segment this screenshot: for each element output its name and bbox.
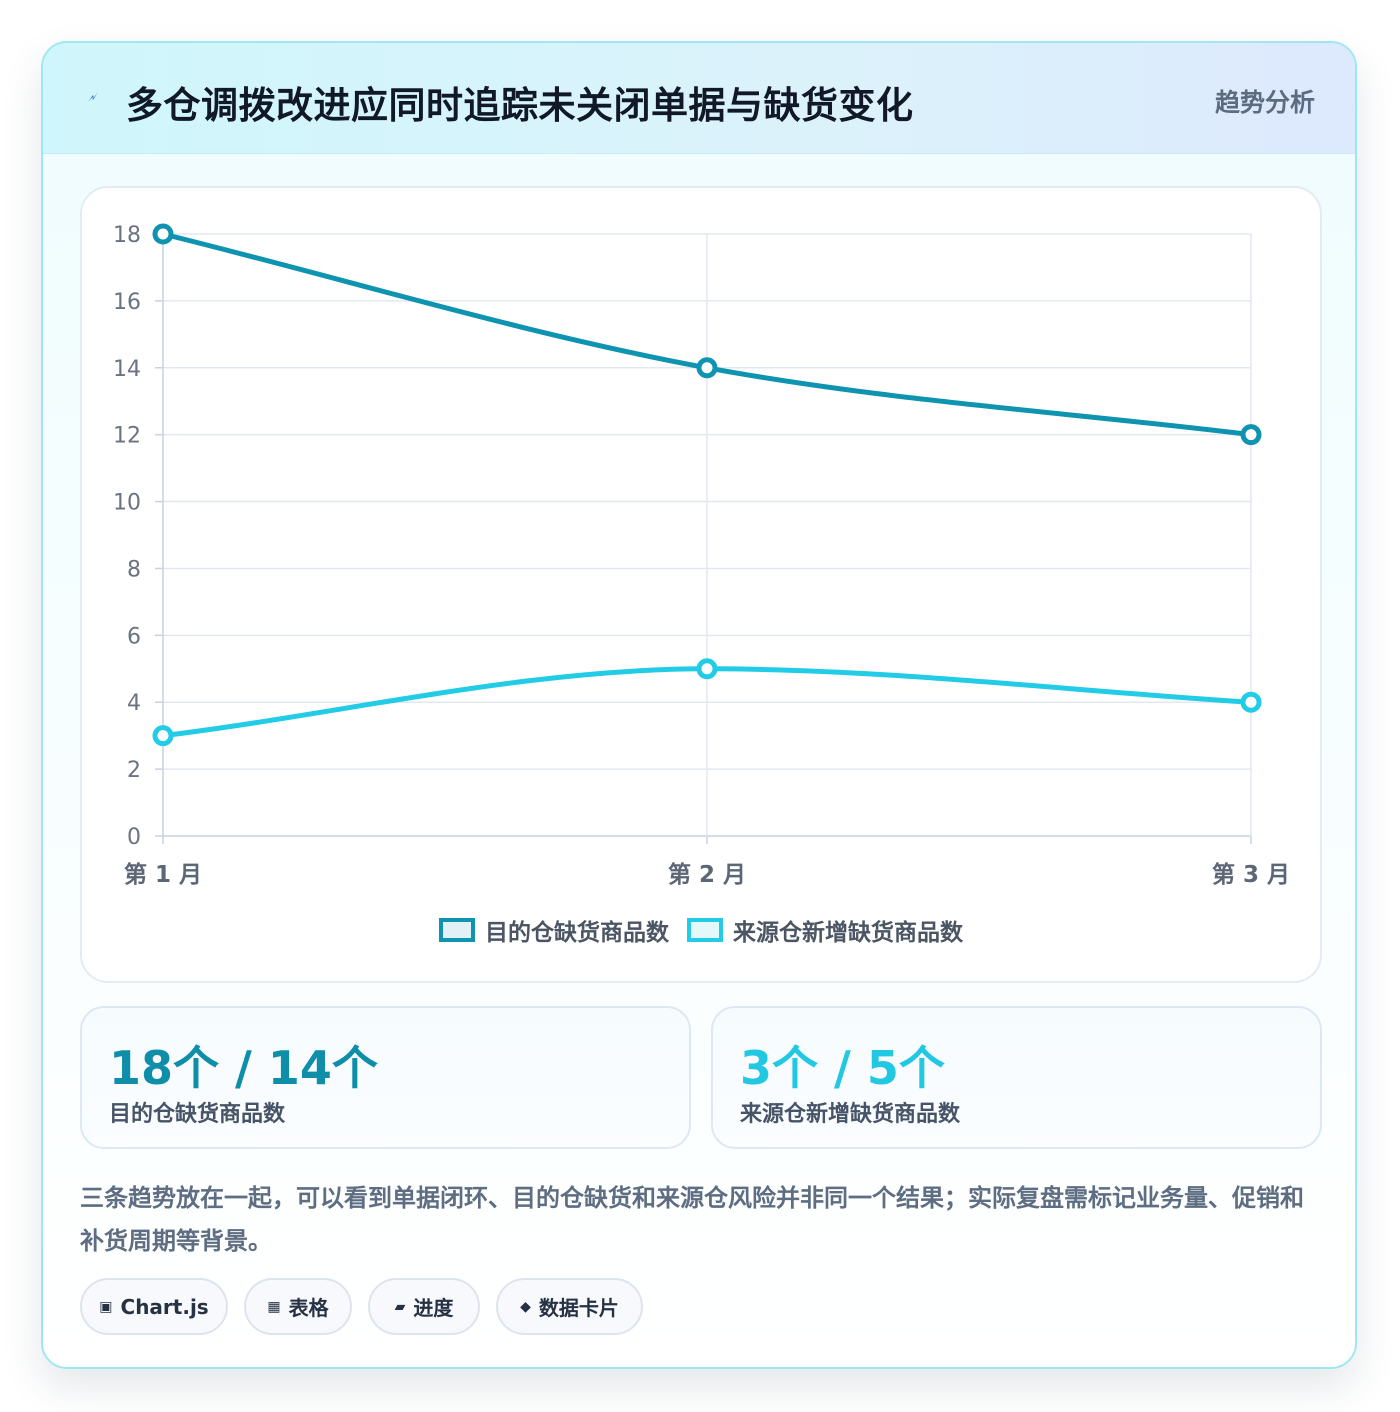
chart-legend: 目的仓缺货商品数 来源仓新增缺货商品数 (82, 910, 1320, 950)
trend-card: 多仓调拨改进应同时追踪未关闭单据与缺货变化 趋势分析 0 2 4 6 8 10 12 14 16… (41, 41, 1357, 1369)
legend-swatch-destination (439, 918, 475, 942)
y-tick-label: 8 (127, 557, 141, 582)
data-point (696, 658, 718, 680)
chart-panel: 0 2 4 6 8 10 12 14 16 18 第 1 月 第 2 月 第 3 月 目的仓缺货商品数 … (80, 186, 1322, 983)
legend-item-destination[interactable]: 目的仓缺货商品数 (439, 913, 669, 947)
y-tick-label: 16 (113, 290, 141, 315)
x-tick-label: 第 2 月 (668, 861, 746, 888)
data-point (1240, 691, 1262, 713)
kpi-label: 来源仓新增缺货商品数 (740, 1102, 961, 1127)
y-tick-label: 14 (113, 357, 141, 382)
kpi-card-source: 3个 / 5个 来源仓新增缺货商品数 (711, 1006, 1322, 1149)
line-chart: 0 2 4 6 8 10 12 14 16 18 第 1 月 第 2 月 第 3 月 (113, 223, 1290, 888)
legend-label-source: 来源仓新增缺货商品数 (733, 920, 963, 946)
data-point (152, 223, 174, 245)
chip-label: 数据卡片 (538, 1296, 619, 1320)
chip-data-card[interactable]: ◆ 数据卡片 (496, 1278, 643, 1335)
y-tick-label: 4 (127, 691, 141, 716)
table-icon: ▦ (267, 1298, 281, 1315)
chart-icon: ▣ (99, 1298, 113, 1315)
kpi-value: 18个 / 14个 (109, 1041, 378, 1095)
y-tick-label: 12 (113, 424, 141, 449)
data-point (152, 725, 174, 747)
page-title: 多仓调拨改进应同时追踪未关闭单据与缺货变化 (126, 84, 914, 127)
chip-table[interactable]: ▦ 表格 (244, 1278, 352, 1335)
kpi-card-destination: 18个 / 14个 目的仓缺货商品数 (80, 1006, 691, 1149)
chip-label: 表格 (288, 1296, 329, 1320)
legend-item-source[interactable]: 来源仓新增缺货商品数 (687, 913, 963, 947)
data-point (1240, 424, 1262, 446)
chip-label: Chart.js (120, 1294, 209, 1319)
chip-chartjs[interactable]: ▣ Chart.js (80, 1278, 228, 1335)
card-icon: ◆ (520, 1298, 531, 1315)
card-header: 多仓调拨改进应同时追踪未关闭单据与缺货变化 趋势分析 (43, 43, 1355, 154)
legend-swatch-source (687, 918, 723, 942)
chip-label: 进度 (413, 1296, 454, 1320)
y-tick-label: 18 (113, 223, 141, 248)
legend-label-destination: 目的仓缺货商品数 (485, 920, 669, 946)
chip-progress[interactable]: ▰ 进度 (368, 1278, 480, 1335)
summary-text: 三条趋势放在一起，可以看到单据闭环、目的仓缺货和来源仓风险并非同一个结果；实际复… (80, 1184, 1304, 1255)
y-tick-label: 6 (127, 624, 141, 649)
kpi-label: 目的仓缺货商品数 (109, 1102, 286, 1127)
y-tick-label: 2 (127, 758, 141, 783)
x-tick-label: 第 1 月 (124, 861, 202, 888)
data-point (696, 357, 718, 379)
x-tick-label: 第 3 月 (1212, 861, 1290, 888)
category-tag: 趋势分析 (1214, 88, 1315, 117)
kpi-value: 3个 / 5个 (740, 1041, 945, 1095)
progress-icon: ▰ (394, 1298, 406, 1315)
y-tick-label: 10 (113, 491, 141, 516)
lightning-bolt-icon (88, 92, 98, 102)
y-tick-label: 0 (127, 825, 141, 850)
